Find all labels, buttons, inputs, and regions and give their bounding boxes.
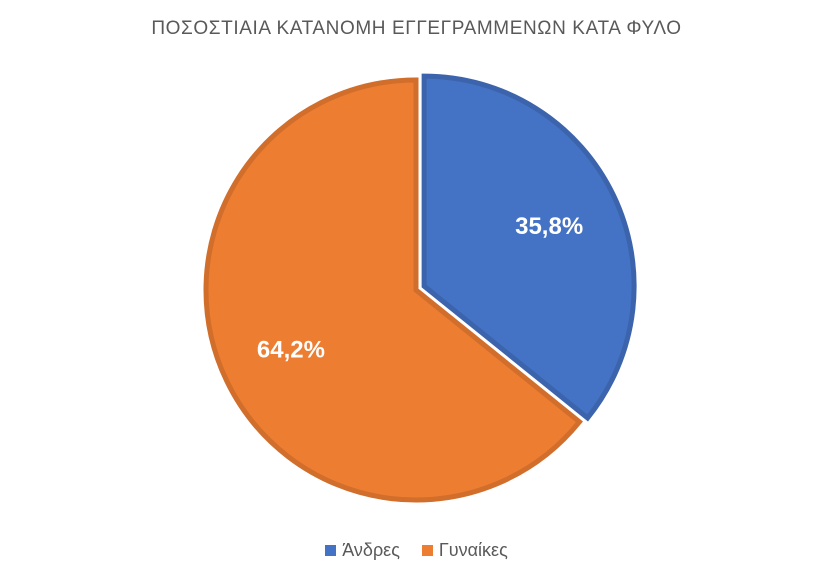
chart-title: ΠΟΣΟΣΤΙΑΙΑ ΚΑΤΑΝΟΜΗ ΕΓΓΕΓΡΑΜΜΕΝΩΝ ΚΑΤΑ Φ… — [151, 18, 682, 39]
legend-item-women: Γυναίκες — [421, 540, 508, 561]
pie-slice-men — [421, 73, 637, 422]
legend-swatch-women — [421, 545, 433, 556]
legend: Άνδρες Γυναίκες — [0, 540, 833, 561]
legend-label-men: Άνδρες — [342, 540, 400, 560]
pie-slice-women — [203, 77, 583, 503]
data-label-women: 64,2% — [257, 336, 325, 363]
data-label-men: 35,8% — [515, 213, 583, 240]
legend-item-men: Άνδρες — [325, 540, 400, 561]
legend-label-women: Γυναίκες — [438, 540, 508, 560]
legend-swatch-men — [325, 545, 337, 556]
